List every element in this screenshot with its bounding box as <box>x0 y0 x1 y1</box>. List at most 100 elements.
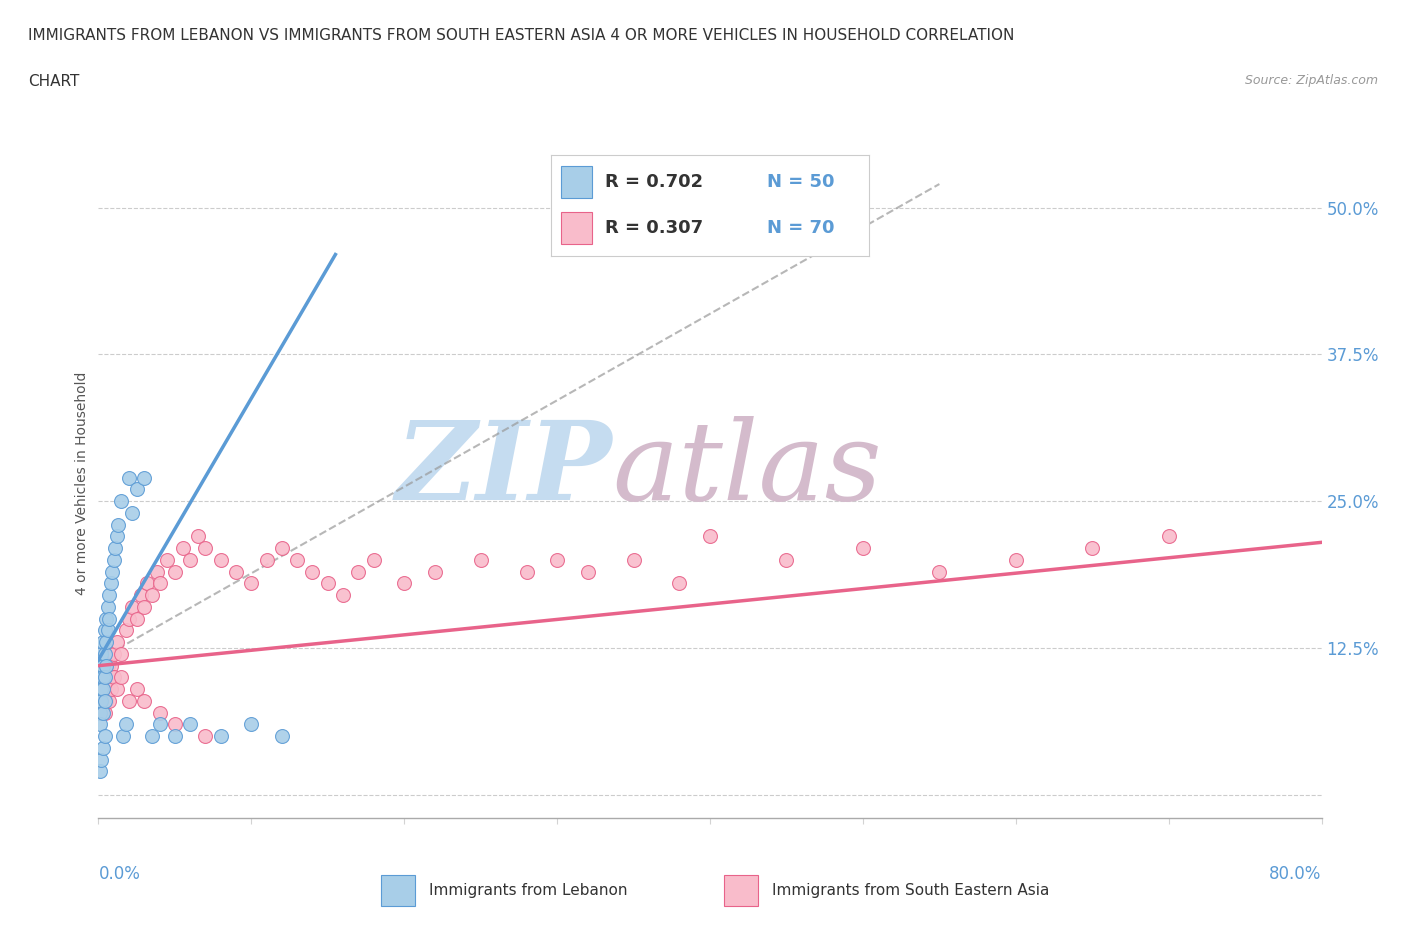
Point <box>107 517 129 532</box>
Point <box>392 576 416 591</box>
Point <box>93 670 115 684</box>
Point <box>149 576 172 591</box>
Point <box>97 682 120 697</box>
Text: 80.0%: 80.0% <box>1270 865 1322 884</box>
Text: CHART: CHART <box>28 74 80 89</box>
Point <box>91 635 114 650</box>
Point <box>256 552 278 567</box>
Point <box>699 529 721 544</box>
Point <box>240 717 263 732</box>
Point <box>163 717 186 732</box>
Point <box>89 705 111 720</box>
Point <box>194 540 217 555</box>
Point <box>89 670 111 684</box>
Point <box>89 694 111 709</box>
Point <box>91 694 114 709</box>
Point <box>163 729 186 744</box>
Point <box>93 705 115 720</box>
Point <box>668 576 690 591</box>
Point <box>100 682 122 697</box>
Point <box>156 552 179 567</box>
Point <box>301 565 323 579</box>
Point <box>125 682 148 697</box>
Point <box>91 682 114 697</box>
Point <box>136 576 159 591</box>
Point <box>129 588 152 603</box>
Point <box>90 646 112 661</box>
Point <box>93 646 115 661</box>
Point <box>98 611 121 626</box>
Point <box>115 623 138 638</box>
Point <box>516 565 538 579</box>
Point <box>225 565 247 579</box>
Point <box>149 717 172 732</box>
Point <box>115 717 138 732</box>
Point <box>98 588 121 603</box>
Point <box>97 658 120 673</box>
Point <box>775 552 797 567</box>
Point <box>332 588 354 603</box>
Point <box>90 694 112 709</box>
Point <box>194 729 217 744</box>
Point <box>101 670 124 684</box>
Point <box>118 471 141 485</box>
Point <box>98 646 121 661</box>
Point <box>285 552 308 567</box>
Point <box>470 552 492 567</box>
Text: 0.0%: 0.0% <box>98 865 141 884</box>
Point <box>1081 540 1104 555</box>
Point <box>1157 529 1180 544</box>
Point <box>240 576 263 591</box>
Point <box>93 729 115 744</box>
Point <box>105 682 128 697</box>
Text: IMMIGRANTS FROM LEBANON VS IMMIGRANTS FROM SOUTH EASTERN ASIA 4 OR MORE VEHICLES: IMMIGRANTS FROM LEBANON VS IMMIGRANTS FR… <box>28 28 1015 43</box>
Point <box>187 529 209 544</box>
Point <box>347 565 370 579</box>
Point <box>623 552 645 567</box>
Point <box>121 600 143 615</box>
Text: ZIP: ZIP <box>395 417 612 524</box>
Point <box>121 506 143 521</box>
Point <box>90 670 112 684</box>
Point <box>94 694 117 709</box>
Point <box>172 540 194 555</box>
Point <box>90 705 112 720</box>
Point <box>89 682 111 697</box>
Point <box>316 576 339 591</box>
Point <box>546 552 568 567</box>
Point <box>423 565 446 579</box>
Point <box>103 552 125 567</box>
Point <box>91 658 114 673</box>
Point <box>93 623 115 638</box>
Point <box>104 540 127 555</box>
Point <box>134 471 156 485</box>
Point <box>363 552 385 567</box>
Point <box>928 565 950 579</box>
Point <box>209 729 232 744</box>
Point <box>93 670 115 684</box>
Point <box>110 670 132 684</box>
Point <box>90 682 112 697</box>
Point <box>270 540 292 555</box>
Point <box>179 717 201 732</box>
Point <box>91 740 114 755</box>
Point <box>111 729 134 744</box>
Point <box>179 552 201 567</box>
Point <box>90 752 112 767</box>
Point <box>134 694 156 709</box>
Point <box>125 611 148 626</box>
Point <box>94 635 117 650</box>
Point <box>134 600 156 615</box>
Point <box>91 670 114 684</box>
Point <box>101 565 124 579</box>
Point <box>110 494 132 509</box>
Point <box>118 694 141 709</box>
Point <box>100 658 122 673</box>
Point <box>209 552 232 567</box>
Y-axis label: 4 or more Vehicles in Household: 4 or more Vehicles in Household <box>76 372 90 595</box>
Point <box>1004 552 1026 567</box>
Point <box>90 670 112 684</box>
Point <box>110 646 132 661</box>
Text: Source: ZipAtlas.com: Source: ZipAtlas.com <box>1244 74 1378 87</box>
Point <box>94 658 117 673</box>
